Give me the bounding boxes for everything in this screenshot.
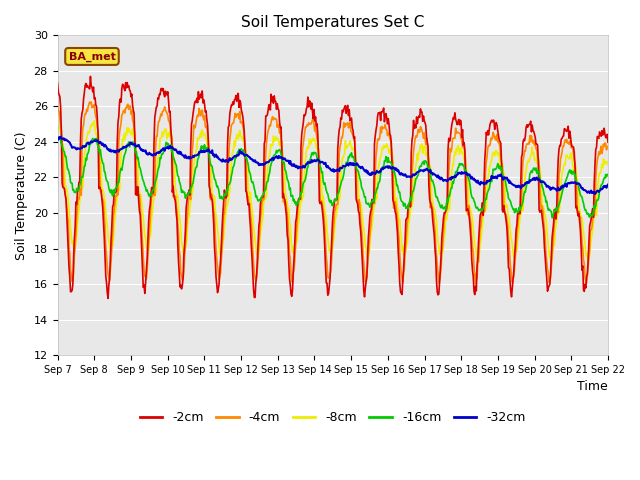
Legend: -2cm, -4cm, -8cm, -16cm, -32cm: -2cm, -4cm, -8cm, -16cm, -32cm (135, 406, 531, 429)
Title: Soil Temperatures Set C: Soil Temperatures Set C (241, 15, 424, 30)
Y-axis label: Soil Temperature (C): Soil Temperature (C) (15, 131, 28, 260)
Text: BA_met: BA_met (68, 51, 115, 61)
X-axis label: Time: Time (577, 381, 608, 394)
